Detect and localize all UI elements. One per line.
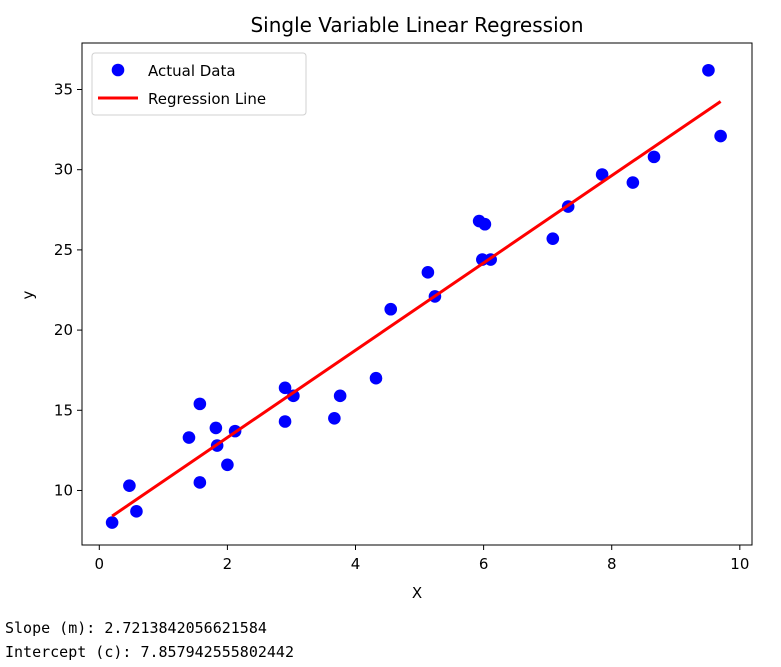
data-point [702, 63, 715, 77]
legend: Actual Data Regression Line [91, 52, 307, 116]
x-tick-label: 8 [607, 555, 617, 573]
data-point [287, 389, 300, 403]
data-point [278, 381, 292, 395]
slope-output: Slope (m): 2.7213842056621584 [5, 619, 267, 637]
x-tick-label: 2 [223, 555, 233, 573]
data-point [421, 266, 435, 279]
data-point [328, 411, 341, 425]
chart-title: Single Variable Linear Regression [250, 13, 583, 37]
y-tick-label: 20 [54, 321, 73, 339]
plot-area [105, 63, 727, 529]
y-axis-title: y [19, 290, 37, 299]
data-point [130, 505, 143, 518]
x-tick-label: 4 [351, 555, 361, 573]
axes: 0 2 4 6 8 10 10 15 20 25 30 35 [54, 42, 753, 573]
plot-frame [81, 42, 753, 546]
data-point [384, 302, 398, 316]
y-tick-label: 10 [54, 481, 73, 499]
x-axis-title: X [412, 584, 422, 602]
data-point [278, 415, 292, 428]
data-point [714, 129, 727, 143]
data-point [182, 431, 196, 444]
data-point [209, 421, 223, 435]
data-point [105, 516, 119, 529]
x-tick-label: 6 [479, 555, 489, 573]
data-point [193, 476, 207, 489]
data-point [221, 458, 234, 472]
legend-box [91, 52, 307, 116]
data-point [478, 217, 492, 231]
y-tick-label: 15 [54, 401, 73, 419]
data-point [333, 389, 347, 403]
data-point [123, 479, 136, 492]
intercept-output: Intercept (c): 7.857942555802442 [5, 643, 294, 661]
legend-marker-actual-data [111, 63, 125, 77]
regression-line [111, 100, 722, 518]
data-point [546, 232, 560, 245]
legend-label-actual-data: Actual Data [148, 62, 236, 80]
y-tick-label: 30 [54, 161, 73, 179]
data-point [626, 176, 640, 189]
regression-chart: Single Variable Linear Regression 0 2 4 6 8 1… [19, 13, 753, 602]
data-point [595, 168, 609, 181]
y-tick-label: 35 [54, 81, 73, 99]
x-tick-label: 0 [95, 555, 105, 573]
y-tick-label: 25 [54, 241, 73, 259]
x-tick-label: 10 [730, 555, 749, 573]
data-point [193, 397, 207, 411]
legend-label-regression-line: Regression Line [148, 90, 266, 108]
data-point [647, 150, 661, 164]
data-point [369, 371, 383, 385]
